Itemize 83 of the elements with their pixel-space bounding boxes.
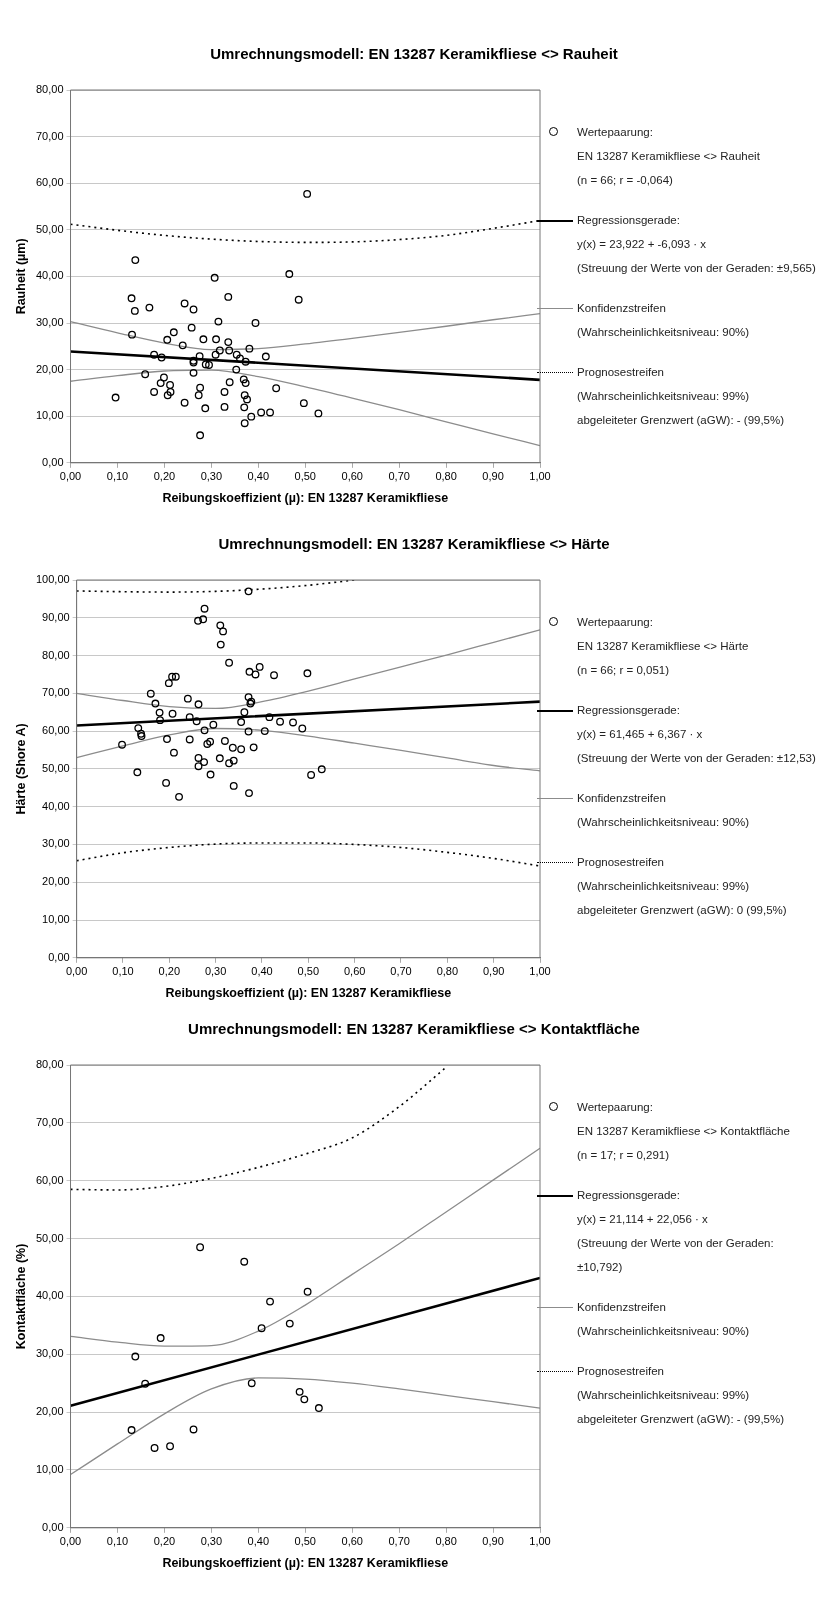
x-tick-label: 0,60 — [341, 470, 363, 483]
legend-label: Regressionsgerade: y(x) = 21,114 + 22,056 · x (Streuung der Werte von der Geraden: ±10,792) — [577, 1188, 775, 1275]
x-tick-label: 0,00 — [59, 1535, 82, 1548]
x-tick-label: 0,30 — [200, 1535, 223, 1548]
y-tick-label: 80,00 — [42, 648, 70, 661]
legend-label: Regressionsgerade: y(x) = 23,922 + -6,093 · x (Streuung der Werte von der Geraden: ±9,565) — [577, 213, 816, 276]
y-tick-label: 0,00 — [42, 1520, 64, 1533]
x-axis-title: Reibungskoeffizient (µ): EN 13287 Keramikfliese — [162, 1555, 449, 1570]
x-tick-label: 0,00 — [59, 470, 82, 483]
legend-label: Regressionsgerade: y(x) = 61,465 + 6,367 · x (Streuung der Werte von der Geraden: ±12,53) — [577, 703, 816, 766]
legend-label: Konfidenzstreifen (Wahrscheinlichkeitsniveau: 90%) — [577, 1300, 751, 1339]
y-tick-label: 20,00 — [36, 1405, 64, 1418]
y-tick-label: 50,00 — [36, 1231, 64, 1244]
y-tick-label: 20,00 — [36, 362, 64, 375]
x-tick-label: 1,00 — [529, 470, 551, 483]
x-tick-label: 0,50 — [294, 470, 316, 483]
y-tick-label: 10,00 — [42, 913, 70, 926]
x-tick-label: 0,60 — [341, 1535, 363, 1548]
y-tick-label: 70,00 — [36, 1115, 64, 1128]
y-tick-label: 90,00 — [42, 610, 70, 623]
legend-label: Konfidenzstreifen (Wahrscheinlichkeitsniveau: 90%) — [577, 301, 751, 340]
x-tick-label: 0,30 — [200, 470, 223, 483]
y-tick-label: 20,00 — [42, 875, 70, 888]
legend-label: Prognosestreifen (Wahrscheinlichkeitsniveau: 99%) abgeleiteter Grenzwert (aGW): - (99,5%) — [577, 1364, 786, 1427]
x-tick-label: 0,30 — [204, 965, 227, 978]
chart-title: Umrechnungsmodell: EN 13287 Keramikfliese <> Härte — [217, 535, 611, 552]
x-tick-label: 0,00 — [65, 965, 88, 978]
x-tick-label: 0,10 — [106, 1535, 129, 1548]
y-tick-label: 60,00 — [42, 724, 70, 737]
y-tick-label: 30,00 — [42, 837, 70, 850]
x-tick-label: 0,90 — [482, 965, 505, 978]
y-tick-label: 40,00 — [36, 1289, 64, 1302]
y-tick-label: 70,00 — [36, 129, 64, 142]
y-tick-label: 60,00 — [36, 176, 64, 189]
y-tick-label: 70,00 — [42, 686, 70, 699]
x-tick-label: 0,20 — [153, 470, 176, 483]
y-tick-label: 50,00 — [42, 761, 70, 774]
y-tick-label: 50,00 — [36, 222, 64, 235]
x-tick-label: 0,60 — [343, 965, 366, 978]
legend-label: Prognosestreifen (Wahrscheinlichkeitsniveau: 99%) abgeleiteter Grenzwert (aGW): - (99,5%) — [577, 365, 786, 428]
y-tick-label: 30,00 — [36, 316, 64, 329]
x-axis-title: Reibungskoeffizient (µ): EN 13287 Keramikfliese — [165, 985, 452, 1000]
x-tick-label: 0,80 — [435, 470, 457, 483]
legend-label: Prognosestreifen (Wahrscheinlichkeitsniveau: 99%) abgeleiteter Grenzwert (aGW): 0 (99,5%) — [577, 855, 788, 918]
y-tick-label: 0,00 — [42, 455, 64, 468]
y-axis-title: Rauheit (µm) — [13, 238, 28, 315]
chart-title: Umrechnungsmodell: EN 13287 Keramikfliese <> Rauheit — [209, 45, 619, 62]
x-tick-label: 0,70 — [388, 1535, 410, 1548]
x-tick-label: 0,80 — [435, 1535, 457, 1548]
y-tick-label: 0,00 — [48, 950, 70, 963]
y-tick-label: 10,00 — [36, 1462, 64, 1475]
x-tick-label: 0,40 — [251, 965, 273, 978]
y-tick-label: 100,00 — [35, 573, 70, 586]
y-tick-label: 30,00 — [36, 1347, 64, 1360]
legend-label: Wertepaarung: EN 13287 Keramikfliese <> Kontaktfläche (n = 17; r = 0,291) — [577, 1100, 790, 1163]
chart-title: Umrechnungsmodell: EN 13287 Keramikfliese <> Kontaktfläche — [187, 1020, 641, 1037]
legend-label: Wertepaarung: EN 13287 Keramikfliese <> Rauheit (n = 66; r = -0,064) — [577, 125, 761, 188]
x-tick-label: 0,70 — [388, 470, 410, 483]
y-axis-title: Härte (Shore A) — [13, 723, 28, 815]
y-tick-label: 10,00 — [36, 409, 64, 422]
x-tick-label: 0,50 — [297, 965, 320, 978]
x-tick-label: 0,90 — [482, 1535, 504, 1548]
x-tick-label: 0,90 — [482, 470, 504, 483]
y-tick-label: 80,00 — [36, 83, 64, 96]
x-tick-label: 0,20 — [158, 965, 181, 978]
y-tick-label: 60,00 — [36, 1173, 64, 1186]
y-axis-title: Kontaktfläche (%) — [13, 1243, 28, 1350]
y-tick-label: 80,00 — [36, 1058, 64, 1071]
x-tick-label: 1,00 — [529, 965, 551, 978]
x-tick-label: 0,40 — [247, 470, 270, 483]
x-tick-label: 0,40 — [247, 1535, 270, 1548]
x-tick-label: 0,50 — [294, 1535, 316, 1548]
legend-label: Konfidenzstreifen (Wahrscheinlichkeitsniveau: 90%) — [577, 791, 751, 830]
x-axis-title: Reibungskoeffizient (µ): EN 13287 Keramikfliese — [162, 490, 449, 505]
x-tick-label: 0,10 — [106, 470, 129, 483]
x-tick-label: 0,20 — [153, 1535, 176, 1548]
x-tick-label: 0,80 — [436, 965, 459, 978]
x-tick-label: 0,70 — [390, 965, 412, 978]
x-tick-label: 0,10 — [112, 965, 134, 978]
legend-label: Wertepaarung: EN 13287 Keramikfliese <> Härte (n = 66; r = 0,051) — [577, 615, 750, 678]
y-tick-label: 40,00 — [42, 799, 70, 812]
y-tick-label: 40,00 — [36, 269, 64, 282]
x-tick-label: 1,00 — [529, 1535, 551, 1548]
